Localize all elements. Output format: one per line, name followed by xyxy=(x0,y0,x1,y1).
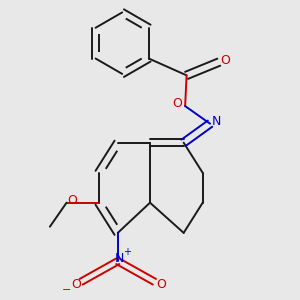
Text: +: + xyxy=(123,247,131,257)
Text: O: O xyxy=(156,278,166,291)
Text: O: O xyxy=(67,194,77,207)
Text: O: O xyxy=(172,97,182,110)
Text: O: O xyxy=(220,54,230,67)
Text: −: − xyxy=(62,285,71,295)
Text: O: O xyxy=(71,278,81,291)
Text: N: N xyxy=(115,252,124,265)
Text: N: N xyxy=(212,115,221,128)
